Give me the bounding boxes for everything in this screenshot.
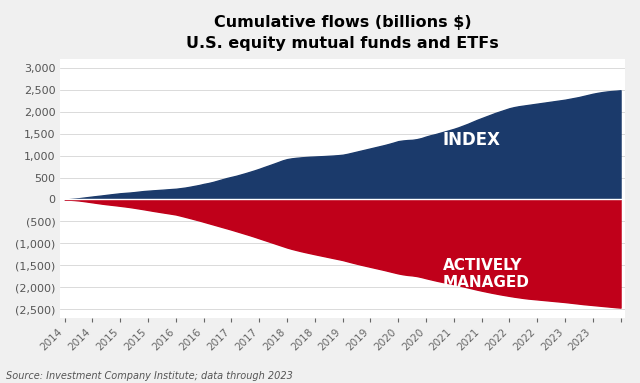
- Text: Source: Investment Company Institute; data through 2023: Source: Investment Company Institute; da…: [6, 371, 293, 381]
- Text: INDEX: INDEX: [443, 131, 500, 149]
- Text: ACTIVELY
MANAGED: ACTIVELY MANAGED: [443, 258, 529, 290]
- Title: Cumulative flows (billions $)
U.S. equity mutual funds and ETFs: Cumulative flows (billions $) U.S. equit…: [186, 15, 499, 51]
